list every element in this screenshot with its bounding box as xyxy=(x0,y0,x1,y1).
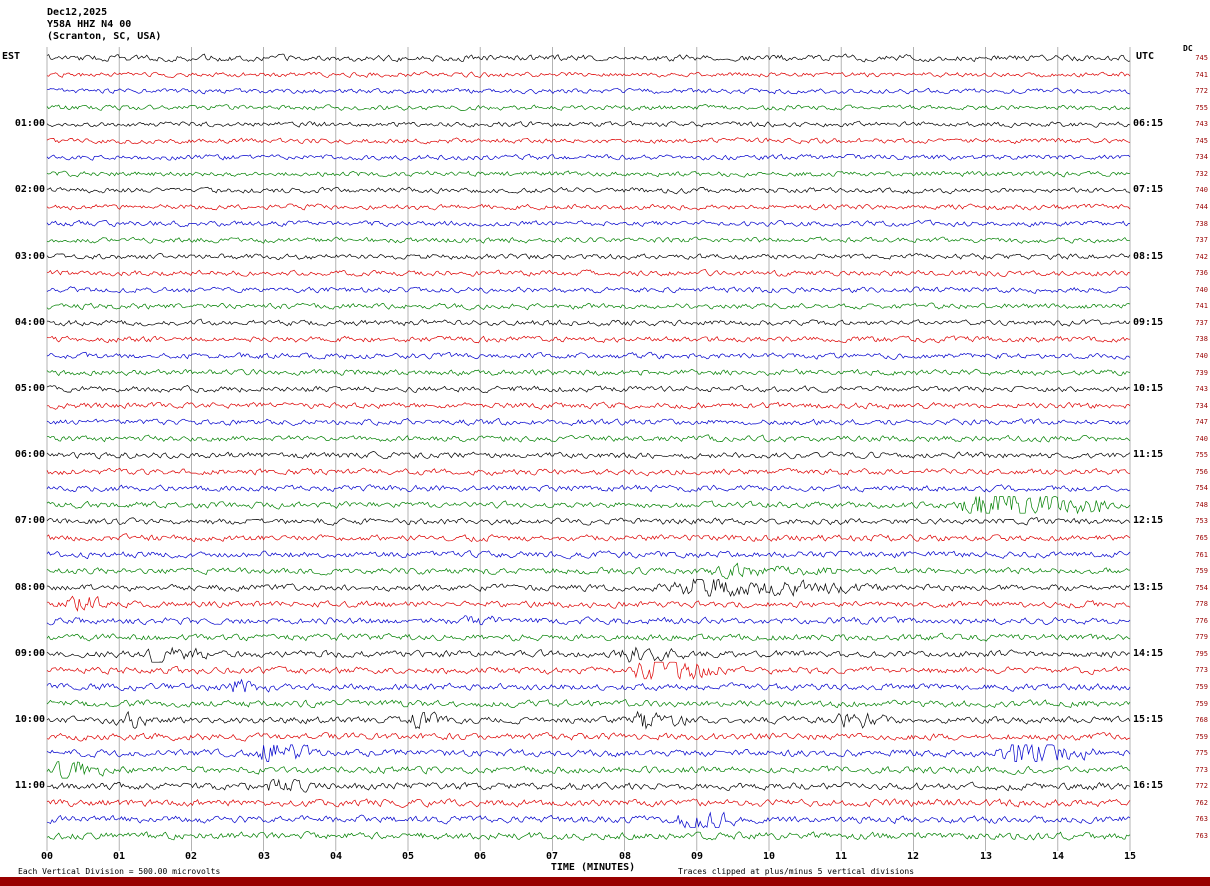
seismic-trace-row-25 xyxy=(46,467,1131,477)
seismic-trace-row-42 xyxy=(46,743,1131,762)
bottom-banner xyxy=(0,877,1210,886)
seismic-trace-row-47 xyxy=(46,831,1131,841)
seismic-trace-row-43 xyxy=(46,761,1131,779)
seismic-trace-row-5 xyxy=(46,137,1131,145)
seismic-trace-row-16 xyxy=(46,318,1131,327)
seismic-trace-row-11 xyxy=(46,236,1131,244)
seismic-trace-row-4 xyxy=(46,120,1131,128)
seismic-trace-row-33 xyxy=(47,595,1131,612)
vertical-division-note: Each Vertical Division = 500.00 microvol… xyxy=(18,867,221,876)
seismic-trace-row-37 xyxy=(46,661,1131,681)
seismic-trace-row-17 xyxy=(46,335,1131,344)
seismic-trace-row-39 xyxy=(46,698,1131,709)
seismic-trace-row-18 xyxy=(46,351,1131,360)
seismic-trace-row-30 xyxy=(46,550,1131,560)
seismic-trace-row-38 xyxy=(46,678,1131,693)
seismic-trace-row-44 xyxy=(46,778,1131,793)
seismic-trace-row-7 xyxy=(46,170,1131,178)
title-block: Dec12,2025 Y58A HHZ N4 00 (Scranton, SC,… xyxy=(47,7,161,43)
x-axis-title: TIME (MINUTES) xyxy=(550,862,636,873)
seismic-trace-row-21 xyxy=(46,401,1131,410)
seismic-trace-row-35 xyxy=(46,632,1131,642)
seismic-trace-row-9 xyxy=(46,203,1131,211)
seismic-trace-row-12 xyxy=(46,252,1131,261)
seismic-trace-row-31 xyxy=(46,562,1131,580)
seismic-trace-row-2 xyxy=(46,87,1131,95)
seismic-trace-row-45 xyxy=(46,798,1131,808)
seismic-trace-row-14 xyxy=(46,286,1131,294)
seismic-trace-row-41 xyxy=(46,732,1131,742)
seismic-trace-row-46 xyxy=(46,811,1131,829)
seismic-trace-row-10 xyxy=(46,219,1131,228)
location-label: (Scranton, SC, USA) xyxy=(47,31,162,42)
seismic-trace-row-13 xyxy=(47,269,1131,277)
seismic-trace-row-3 xyxy=(46,104,1131,111)
left-timezone-label: EST xyxy=(2,51,21,62)
seismic-trace-row-8 xyxy=(46,186,1131,195)
station-label: Y58A HHZ N4 00 xyxy=(47,19,132,30)
seismic-trace-row-36 xyxy=(46,646,1131,663)
date-label: Dec12,2025 xyxy=(47,7,108,18)
seismic-trace-row-6 xyxy=(46,153,1131,161)
seismic-trace-row-22 xyxy=(46,418,1131,426)
seismic-trace-row-20 xyxy=(46,384,1131,394)
seismic-trace-row-15 xyxy=(46,302,1131,311)
clip-note: Traces clipped at plus/minus 5 vertical … xyxy=(678,867,915,876)
seismic-trace-row-29 xyxy=(46,533,1131,543)
seismic-trace-row-1 xyxy=(46,71,1131,79)
seismic-trace-row-24 xyxy=(46,451,1131,460)
seismic-trace-row-32 xyxy=(46,578,1131,597)
seismic-trace-row-34 xyxy=(46,615,1131,626)
seismic-trace-row-19 xyxy=(46,368,1131,377)
dc-column-label: DC xyxy=(1183,44,1193,53)
right-timezone-label: UTC xyxy=(1136,51,1155,62)
seismic-trace-row-28 xyxy=(46,516,1131,526)
seismic-trace-row-23 xyxy=(46,434,1131,443)
seismic-trace-row-40 xyxy=(46,710,1131,730)
seismic-trace-row-27 xyxy=(46,496,1131,515)
seismic-trace-row-0 xyxy=(46,53,1131,63)
seismic-trace-row-26 xyxy=(46,484,1131,493)
